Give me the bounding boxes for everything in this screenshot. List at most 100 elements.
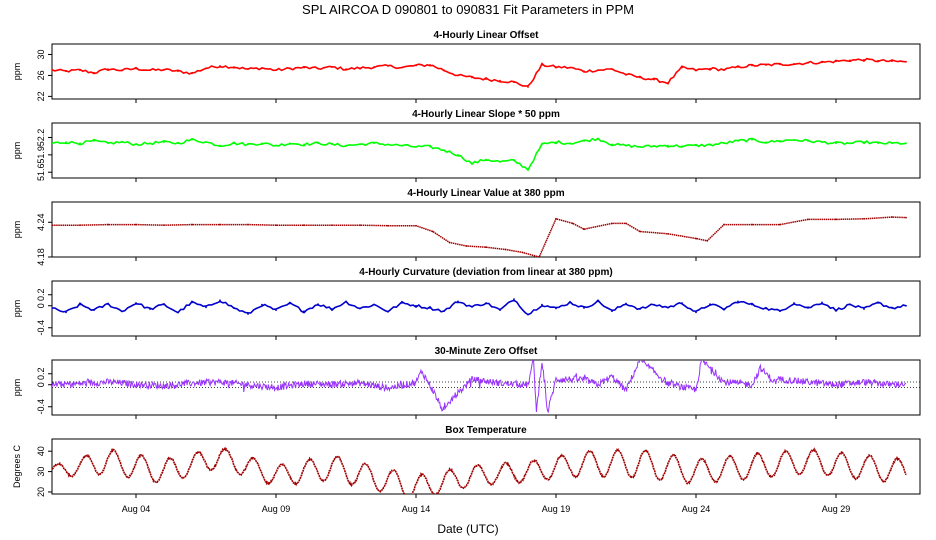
chart-panel-3: 4-Hourly Linear Value at 380 ppm 4.18 4.24… — [12, 188, 921, 266]
data-point — [317, 142, 319, 145]
data-point — [135, 143, 137, 146]
data-point — [303, 66, 305, 69]
x-axis-label: Date (UTC) — [437, 522, 498, 536]
data-point — [681, 66, 683, 69]
chart-panel-6: Box Temperature 20 30 40 Degrees C — [12, 425, 921, 498]
data-point — [611, 143, 613, 146]
x-tick-label: Aug 04 — [122, 504, 151, 514]
data-point — [415, 304, 417, 307]
data-point — [737, 66, 739, 68]
data-point — [863, 217, 865, 220]
y-tick-label: 22 — [36, 91, 46, 101]
data-point — [905, 216, 907, 219]
data-point — [611, 222, 613, 225]
data-point — [793, 138, 795, 141]
data-point — [65, 311, 67, 314]
data-point — [331, 308, 333, 310]
data-point — [527, 168, 529, 171]
panel-frame — [51, 359, 921, 416]
data-point — [667, 306, 669, 309]
data-point — [891, 60, 893, 63]
data-point — [504, 248, 507, 251]
data-point — [471, 305, 473, 308]
data-point — [485, 78, 487, 80]
y-tick-label: 26 — [36, 70, 46, 80]
data-point — [345, 144, 347, 147]
data-point — [65, 70, 67, 73]
data-point — [52, 142, 53, 145]
data-point — [541, 64, 543, 66]
data-point — [513, 81, 515, 84]
data-point — [443, 310, 445, 313]
data-point — [863, 308, 865, 310]
data-point — [289, 302, 291, 305]
data-point — [555, 307, 557, 310]
data-point — [373, 303, 375, 306]
data-point — [303, 224, 305, 227]
data-point — [261, 67, 263, 69]
data-point — [723, 223, 725, 226]
data-point — [191, 301, 193, 304]
data-point — [79, 69, 81, 72]
data-point — [373, 66, 375, 68]
data-point — [177, 70, 179, 73]
data-point — [625, 144, 627, 147]
data-point — [191, 223, 193, 226]
data-point — [359, 224, 361, 227]
data-point — [135, 302, 137, 304]
y-tick-label: 30 — [36, 49, 46, 59]
data-point — [499, 79, 501, 82]
data-point — [807, 218, 809, 221]
data-point — [597, 300, 599, 303]
data-point — [639, 76, 641, 79]
data-point — [863, 141, 865, 144]
data-point — [121, 141, 123, 144]
data-point — [513, 159, 515, 162]
data-point — [457, 74, 459, 77]
data-point — [303, 310, 305, 313]
data-point — [905, 304, 907, 307]
data-point — [401, 66, 403, 69]
data-point — [93, 140, 95, 142]
y-axis-label: ppm — [12, 142, 22, 160]
data-point — [121, 69, 123, 72]
y-tick-label: 51.9 — [36, 146, 46, 164]
data-point — [751, 303, 753, 306]
data-point — [499, 160, 501, 163]
data-point — [835, 218, 837, 221]
data-point — [863, 58, 865, 61]
data-point — [149, 69, 151, 72]
data-point — [555, 141, 557, 144]
y-tick-label: 20 — [36, 487, 46, 497]
data-point — [751, 223, 753, 226]
data-point — [639, 230, 641, 233]
data-point — [681, 302, 683, 304]
data-point — [415, 224, 417, 227]
data-point — [723, 68, 725, 71]
data-point — [695, 311, 697, 314]
chart-panel-2: 4-Hourly Linear Slope * 50 ppm 51.651.952… — [12, 109, 921, 182]
data-point — [905, 60, 907, 63]
data-point — [331, 224, 333, 227]
data-point — [891, 216, 893, 218]
data-point — [569, 66, 571, 69]
data-point — [807, 307, 809, 309]
data-point — [667, 232, 669, 235]
data-point — [247, 223, 249, 226]
data-point — [793, 302, 795, 304]
series-line — [52, 446, 907, 494]
data-point — [807, 140, 809, 142]
panel-title: 4-Hourly Linear Value at 380 ppm — [407, 188, 564, 199]
series-line — [52, 137, 907, 172]
data-point — [765, 307, 767, 310]
data-point — [149, 308, 151, 310]
data-point — [107, 223, 109, 226]
data-point — [93, 71, 95, 74]
data-point — [667, 144, 669, 147]
y-tick-label: 4.18 — [36, 248, 46, 266]
data-point — [303, 143, 305, 146]
data-point — [667, 81, 669, 84]
data-point — [52, 307, 53, 310]
data-point — [191, 72, 193, 75]
